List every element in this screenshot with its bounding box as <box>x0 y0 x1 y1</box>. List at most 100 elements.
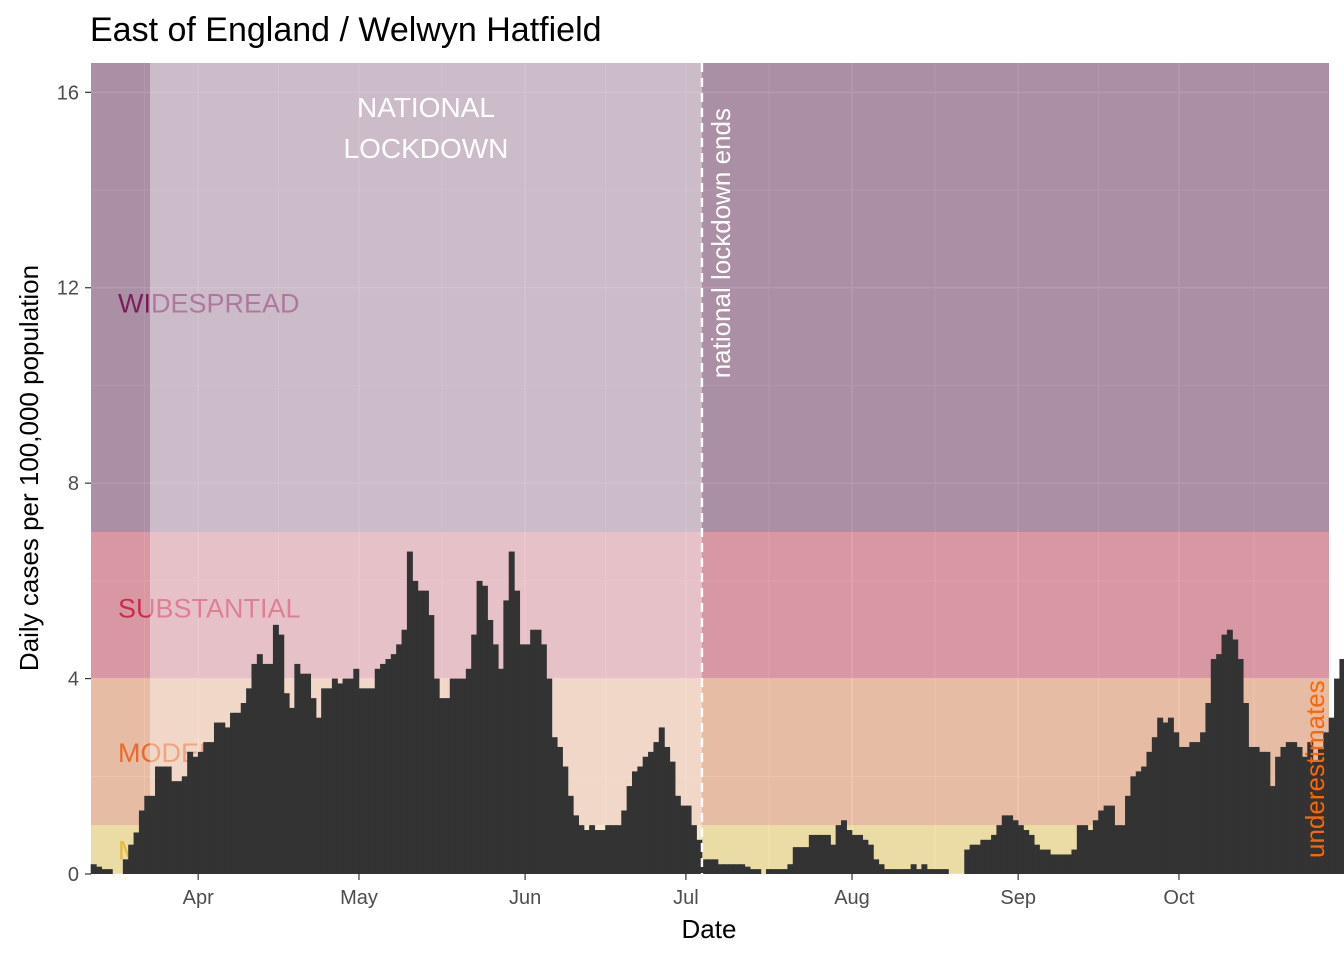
bar <box>712 859 719 874</box>
y-tick-label: 12 <box>57 278 79 300</box>
bar <box>310 698 317 874</box>
bar <box>1317 746 1324 874</box>
bar <box>1259 751 1265 874</box>
bar <box>1334 678 1341 874</box>
bar <box>551 737 558 874</box>
bar <box>1183 746 1190 874</box>
bar <box>873 859 880 874</box>
plot-area: WIDESPREADSUBSTANTIALMODERATEMINIMALNATI… <box>57 63 1344 909</box>
bar <box>305 673 312 874</box>
bar <box>567 795 574 874</box>
bar <box>514 590 521 874</box>
bar <box>642 756 649 874</box>
x-tick-label: Sep <box>1000 887 1036 909</box>
bar <box>696 839 703 874</box>
bar <box>530 629 537 874</box>
bar <box>685 805 692 874</box>
bar <box>669 761 676 874</box>
bar <box>267 663 274 874</box>
bar <box>165 766 172 874</box>
bar <box>583 830 590 874</box>
bar <box>246 688 253 874</box>
bar <box>1312 761 1319 874</box>
bar <box>380 663 387 874</box>
bar <box>208 742 215 874</box>
bar <box>556 746 563 874</box>
bar <box>1269 786 1276 874</box>
bar <box>631 771 638 874</box>
bar <box>1098 810 1105 874</box>
bar <box>192 756 199 874</box>
bar <box>610 825 617 874</box>
bar <box>1108 805 1115 874</box>
y-tick-label: 4 <box>68 669 79 691</box>
bar <box>1092 820 1099 874</box>
bar <box>428 615 435 874</box>
bar <box>1253 746 1260 874</box>
bar <box>256 654 263 874</box>
bar <box>765 869 772 874</box>
bar <box>1194 742 1201 874</box>
bar <box>578 825 585 874</box>
bar <box>819 834 826 874</box>
bar <box>1130 776 1137 874</box>
bar <box>942 869 949 874</box>
bar <box>1146 751 1153 874</box>
bar <box>492 644 499 874</box>
bar <box>830 844 837 874</box>
bar <box>471 634 478 874</box>
bar <box>964 849 971 874</box>
bar <box>910 864 917 874</box>
bar <box>744 866 751 874</box>
x-tick-label: Aug <box>834 887 870 909</box>
bar <box>723 864 730 874</box>
bar <box>658 727 665 874</box>
bar <box>181 776 188 874</box>
bar <box>122 859 129 874</box>
bar <box>364 688 370 874</box>
bar <box>326 688 333 874</box>
bar <box>155 766 161 874</box>
bar <box>739 864 746 874</box>
bar <box>519 644 526 874</box>
bar <box>1162 722 1169 874</box>
bars <box>90 551 1344 874</box>
bar <box>798 847 805 874</box>
lockdown-end-label: national lockdown ends <box>706 108 736 378</box>
bar <box>1242 703 1249 874</box>
bar <box>615 825 622 874</box>
bar <box>1033 844 1040 874</box>
bar <box>1205 703 1212 874</box>
bar <box>707 859 713 874</box>
bar <box>288 707 295 874</box>
bar <box>792 847 799 874</box>
bar <box>1125 795 1132 874</box>
bar <box>128 844 135 874</box>
bar <box>422 590 429 874</box>
bar <box>546 678 553 874</box>
bar <box>701 859 708 874</box>
bar <box>487 619 494 874</box>
bar <box>733 864 740 874</box>
bar <box>331 678 338 874</box>
bar <box>1071 849 1078 874</box>
bar <box>680 805 687 874</box>
bar <box>1275 756 1282 874</box>
bar <box>749 869 756 874</box>
bar <box>626 786 633 874</box>
bar <box>535 629 542 874</box>
bar <box>883 869 890 874</box>
y-tick-label: 0 <box>68 864 79 886</box>
bar <box>755 869 762 874</box>
bar <box>1007 815 1014 874</box>
bar <box>1103 805 1110 874</box>
bar <box>1248 746 1255 874</box>
bar <box>664 746 671 874</box>
bar <box>803 847 810 874</box>
bar <box>262 663 269 874</box>
bar <box>776 869 783 874</box>
zone-label: SUBSTANTIAL <box>118 594 301 624</box>
bar <box>926 869 933 874</box>
bar <box>1076 825 1083 874</box>
